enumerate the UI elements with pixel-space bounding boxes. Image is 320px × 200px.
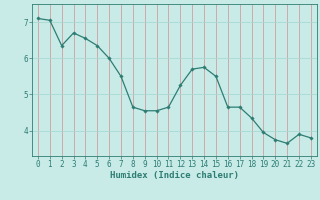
X-axis label: Humidex (Indice chaleur): Humidex (Indice chaleur): [110, 171, 239, 180]
